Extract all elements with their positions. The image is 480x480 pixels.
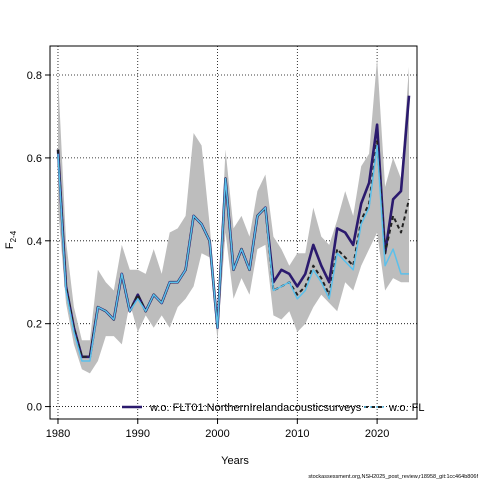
x-tick-label: 1980 <box>46 428 70 440</box>
y-tick-label: 0.8 <box>27 70 42 82</box>
y-tick-label: 0.2 <box>27 319 42 331</box>
legend-label-series-3: w.o. FL <box>388 402 424 414</box>
x-tick-label: 1990 <box>126 428 150 440</box>
y-tick-label: 0.6 <box>27 153 42 165</box>
footer-note: stockassessment.org,NSH2025_post_review,… <box>308 474 478 480</box>
plot-frame <box>49 45 418 420</box>
x-tick-label: 2020 <box>365 428 389 440</box>
series-group <box>56 95 411 362</box>
x-axis-title: Years <box>221 455 249 467</box>
x-tick-label: 2010 <box>285 428 309 440</box>
y-axis-title-main: F <box>4 242 16 249</box>
legend: w.o. FLT01:NorthernIrelandacousticsurvey… <box>122 402 424 414</box>
y-tick-label: 0.4 <box>27 236 42 248</box>
confidence-band <box>58 58 409 374</box>
y-axis: 0.0 0.2 0.4 0.6 0.8 <box>27 70 50 414</box>
plot-area: w.o. FLT01:NorthernIrelandacousticsurvey… <box>49 45 424 420</box>
y-tick-label: 0.0 <box>27 402 42 414</box>
y-axis-title: F2-4 <box>4 230 18 249</box>
x-tick-label: 2000 <box>205 428 229 440</box>
series-line-3 <box>57 144 409 362</box>
svg-text:F2-4: F2-4 <box>4 230 18 249</box>
legend-label-series-1: w.o. FLT01:NorthernIrelandacousticsurvey… <box>149 402 362 414</box>
series-line-1 <box>56 95 411 359</box>
y-axis-title-subscript: 2-4 <box>9 230 18 242</box>
x-axis: 1980 1990 2000 2010 2020 <box>46 419 389 440</box>
